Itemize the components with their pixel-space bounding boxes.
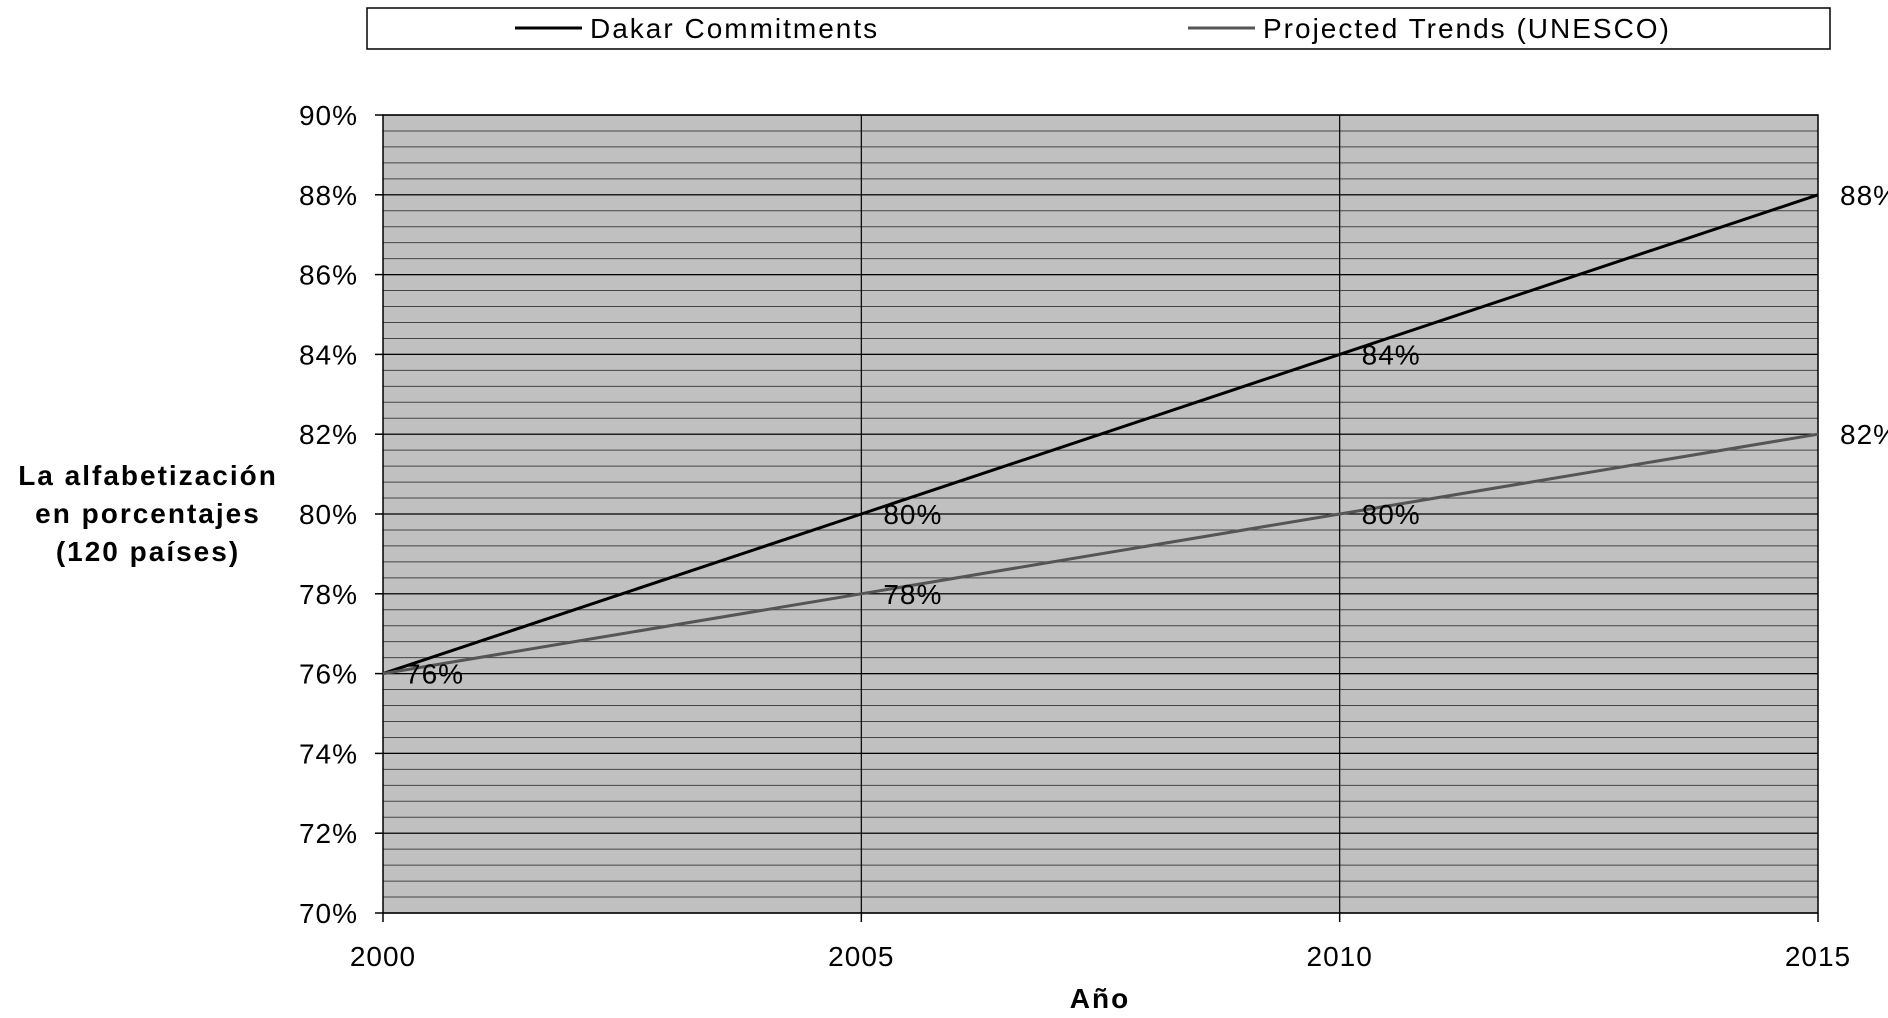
data-label-series-0: 80% [883, 499, 942, 530]
data-label-series-1: 78% [883, 579, 942, 610]
series-line-0 [382, 193, 1819, 676]
y-tick-label: 84% [299, 339, 358, 370]
y-tick-label: 74% [299, 738, 358, 769]
legend-label-dakar-commitments: Dakar Commitments [590, 13, 879, 44]
legend-box [366, 7, 1831, 50]
data-label-series-0: 76% [405, 659, 464, 690]
data-label-series-0: 88% [1840, 180, 1888, 211]
data-label-series-0: 84% [1362, 339, 1421, 370]
y-tick-label: 78% [299, 579, 358, 610]
y-tick-label: 88% [299, 180, 358, 211]
legend-label-projected-trends: Projected Trends (UNESCO) [1263, 13, 1671, 44]
y-axis: 70% 72% 74% 76% 78% 80% 82% 84% 86% 88% 90% [299, 100, 383, 929]
x-tick-label: 2010 [1307, 941, 1373, 972]
y-axis-title-line-3: (120 países) [56, 536, 240, 567]
y-tick-label: 76% [299, 659, 358, 690]
data-labels: 76% 80% 84% 88% 78% 80% 82% [405, 180, 1888, 690]
x-axis-title: Año [1070, 983, 1130, 1014]
y-axis-title: La alfabetización en porcentajes (120 pa… [18, 460, 278, 567]
series-lines [382, 193, 1819, 676]
y-tick-label: 70% [299, 898, 358, 929]
y-tick-label: 80% [299, 499, 358, 530]
data-label-series-1: 82% [1840, 419, 1888, 450]
legend: Dakar Commitments Projected Trends (UNES… [366, 7, 1831, 50]
series-line-1 [382, 432, 1819, 676]
x-tick-label: 2005 [828, 941, 894, 972]
y-tick-label: 90% [299, 100, 358, 131]
data-label-series-1: 80% [1362, 499, 1421, 530]
y-axis-title-line-1: La alfabetización [18, 460, 278, 491]
y-tick-label: 82% [299, 419, 358, 450]
x-axis: 2000 2005 2010 2015 [350, 913, 1851, 972]
x-tick-label: 2015 [1785, 941, 1851, 972]
y-tick-label: 86% [299, 260, 358, 291]
y-tick-label: 72% [299, 818, 358, 849]
y-axis-title-line-2: en porcentajes [35, 498, 261, 529]
x-tick-label: 2000 [350, 941, 416, 972]
